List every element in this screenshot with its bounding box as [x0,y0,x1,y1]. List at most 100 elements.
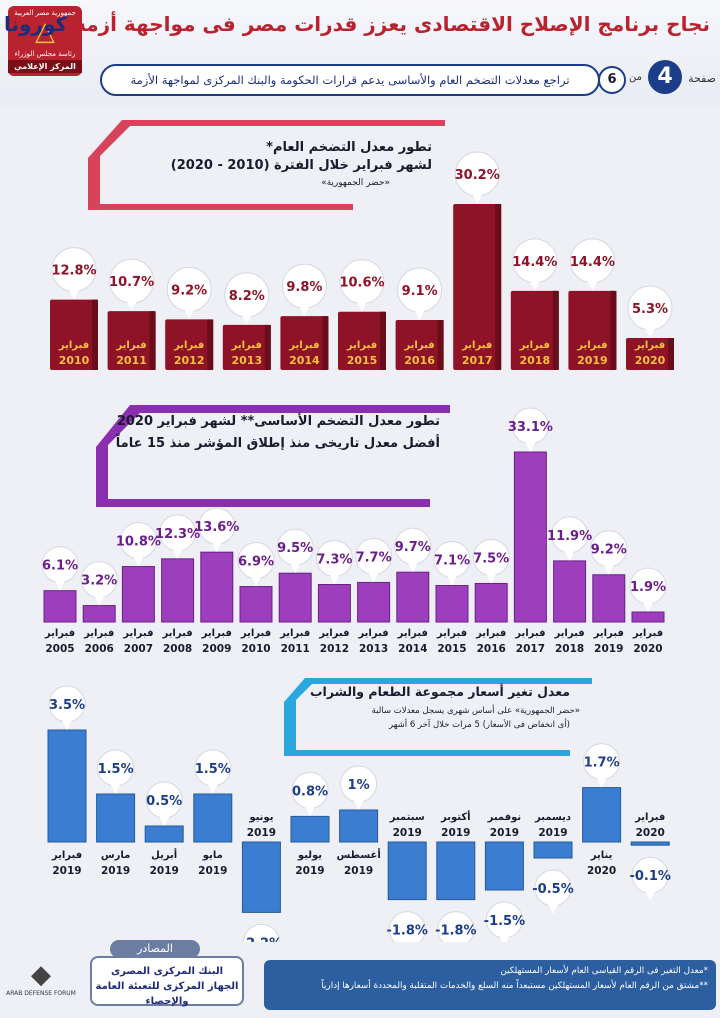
page-indicator: صفحة 4 من 6 [598,60,716,96]
chart3-title: معدل تغير أسعار مجموعة الطعام والشراب [309,684,570,699]
cabinet-logo: جمهورية مصر العربية △ رئاسة مجلس الوزراء… [8,6,82,76]
bar-7-bubble [388,911,426,942]
bar-2019-pointer [587,280,598,291]
bar-3-pointer [207,784,218,794]
bar-9-value: -1.5% [484,914,525,929]
bar-month-label: مايو [202,850,223,861]
bar-2016 [395,319,444,370]
bar-2013-pointer [368,572,379,583]
bar-8-bubble [437,911,475,942]
bar-2007-pointer [133,556,144,567]
chart-food-prices: فبراير 2019 3.5% مارس 2019 1.5% أبريل 2019 0.5% م… [47,678,671,942]
bar-1 [96,793,136,843]
sources-box: البنك المركزى المصرى الجهاز المركزى للتع… [90,956,244,1007]
bar-2014-value: 9.8% [286,280,322,295]
bar-2019-value: 9.2% [591,543,627,558]
bar-2020-value: 5.3% [632,302,668,317]
bar-shade-2016 [437,319,444,370]
bar-shade-2015 [380,311,386,370]
source-item: الجهاز المركزى للتعبئة العامة والإحصاء [95,981,239,1007]
bar-2018 [510,290,559,370]
bar-7-value: -1.8% [386,924,427,939]
sources-heading: المصادر [110,940,200,958]
bar-2011 [278,572,312,623]
bar-2011-value: 10.7% [109,275,154,290]
bar-year-label: 2019 [247,827,276,839]
bar-0-pointer [62,720,72,730]
bar-2012 [317,584,351,623]
bar-12-pointer [645,891,656,902]
bar-2017-value: 33.1% [508,420,553,435]
bar-month-label: فبراير [288,340,319,351]
bar-month-label: فبراير [519,340,550,351]
chart1-bars: فبراير 2010 12.8% فبراير 2011 10.7% فبراير 2012… [50,151,674,370]
bar-month-label: فبراير [279,628,310,639]
bar-10 [533,841,573,859]
bar-4-value: -2.2% [241,936,282,942]
bar-2020 [626,338,674,370]
bar-month-label: يناير [590,850,613,861]
bar-year-label: 2017 [462,354,493,367]
bar-shade-2014 [322,316,329,370]
bar-shade-2019 [610,290,617,370]
page-title: نجاح برنامج الإصلاح الاقتصادى يعزز قدرات… [4,12,710,36]
bar-year-label: 2019 [295,865,324,877]
bar-2019 [568,290,617,370]
bar-2013-value: 8.2% [229,289,265,304]
bar-2012-pointer [184,309,195,320]
bar-year-label: 2009 [202,643,231,655]
bar-shade-2012 [207,319,214,370]
logo-line-3: المركز الإعلامي [8,60,82,73]
bar-2011-value: 9.5% [277,541,313,556]
bar-2010-pointer [69,289,79,300]
subtitle-bar: تراجع معدلات التضخم العام والأساسى يدعم … [100,64,600,96]
bar-6-value: 1% [348,778,370,793]
bar-month-label: أغسطس [336,848,380,861]
bar-2017-pointer [472,194,483,204]
bar-0-value: 3.5% [49,698,85,713]
logo-line-1: جمهورية مصر العربية [14,9,76,17]
bar-1-value: 1.5% [98,762,134,777]
bar-month-label: فبراير [201,628,232,639]
bar-8 [436,841,476,901]
bar-year-label: 2012 [174,354,205,367]
bar-10-pointer [548,904,558,914]
footnotes: *معدل التغير فى الرقم القياسى العام لأسع… [264,960,716,1010]
bar-2-pointer [159,816,170,826]
bar-2017 [453,204,502,370]
bar-2015-value: 10.6% [339,276,384,291]
bar-month-label: فبراير [403,340,434,351]
bar-year-label: 2014 [289,354,320,367]
chart1-title: تطور معدل التضخم العام* [266,140,432,155]
bar-month-label: فبراير [514,628,545,639]
chart-core-inflation: فبراير 2005 6.1% فبراير 2006 3.2% فبراير 2007 10… [41,405,667,655]
bar-2013-pointer [241,314,252,325]
bar-year-label: 2019 [101,865,130,877]
bar-month-label: فبراير [83,628,114,639]
bar-2017-value: 30.2% [455,168,500,183]
bar-7 [387,841,427,901]
bar-month-label: فبراير [231,340,262,351]
bar-11-value: 1.7% [584,756,620,771]
bar-year-label: 2011 [281,643,310,655]
chart3-bars: فبراير 2019 3.5% مارس 2019 1.5% أبريل 2019 0.5% م… [47,685,671,942]
bar-5 [290,815,330,843]
footnote-line: *معدل التغير فى الرقم القياسى العام لأسع… [500,966,708,976]
bar-year-label: 2015 [347,354,378,367]
bar-year-label: 2016 [477,643,506,655]
bar-2010 [239,586,273,623]
bar-4-bubble [242,923,280,942]
bar-year-label: 2013 [231,354,262,367]
bar-2012-value: 7.3% [316,553,352,568]
bar-2015-value: 7.1% [434,554,470,569]
bar-2014-pointer [407,562,418,573]
bar-2013 [222,324,271,370]
bar-month-label: أكتوبر [440,810,471,823]
bar-year-label: 2019 [393,827,422,839]
bar-1-pointer [110,784,121,794]
bar-year-label: 2012 [320,643,349,655]
bar-month-label: سبتمبر [389,812,425,823]
bar-10-value: -0.5% [532,882,573,897]
bar-month-label: فبراير [44,628,75,639]
bar-2007-value: 10.8% [116,535,161,550]
